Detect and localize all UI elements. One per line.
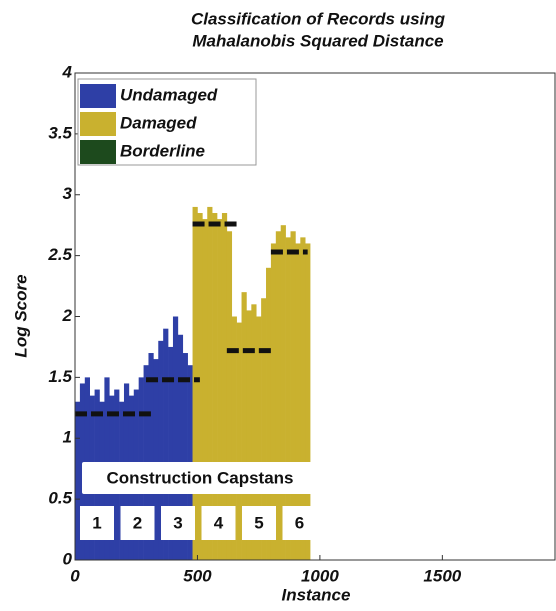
bar: [246, 310, 252, 560]
bar: [75, 401, 81, 560]
bar: [207, 206, 213, 561]
bar: [261, 298, 267, 560]
x-tick-label: 1500: [423, 566, 461, 585]
y-axis-label: Log Score: [11, 274, 30, 357]
capstan-box: [80, 506, 114, 540]
legend-swatch: [80, 140, 116, 164]
capstan-box: [282, 506, 317, 540]
legend-label: Damaged: [120, 113, 197, 132]
y-tick-label: 0: [63, 549, 73, 568]
y-tick-label: 0.5: [48, 489, 72, 508]
legend-swatch: [80, 84, 116, 108]
y-tick-label: 3: [63, 184, 73, 203]
bar: [285, 237, 291, 561]
bar: [172, 316, 179, 560]
bar: [280, 225, 286, 560]
bar: [300, 237, 306, 561]
x-tick-label: 500: [183, 566, 212, 585]
capstan-label: 5: [254, 513, 263, 532]
bar: [192, 206, 198, 561]
chart-subtitle: Mahalanobis Squared Distance: [192, 31, 443, 50]
capstan-annotation: Construction Capstans 1 2 3 4 5 6: [80, 462, 318, 540]
bar: [256, 316, 262, 560]
bar: [158, 340, 164, 560]
bar: [266, 267, 272, 560]
bar: [270, 243, 277, 560]
bar: [241, 292, 247, 560]
bar: [182, 353, 188, 560]
capstan-label: 3: [173, 513, 182, 532]
bar: [251, 304, 257, 560]
bar: [295, 243, 301, 560]
bar: [275, 231, 282, 560]
capstan-label: 6: [295, 513, 304, 532]
legend-label: Borderline: [120, 141, 205, 160]
capstan-label: 2: [133, 513, 142, 532]
bar: [202, 219, 208, 560]
capstan-box: [242, 506, 276, 540]
x-tick-label: 0: [70, 566, 80, 585]
bar: [231, 316, 237, 560]
capstan-box: [120, 506, 155, 540]
legend-swatch: [80, 112, 116, 136]
capstan-label: 4: [214, 513, 224, 532]
bar: [305, 243, 311, 560]
bar: [153, 359, 159, 560]
x-axis-label: Instance: [282, 585, 351, 604]
bar: [177, 334, 184, 560]
capstan-label: 1: [92, 513, 101, 532]
bar: [148, 353, 154, 560]
capstan-box: [161, 506, 195, 540]
capstan-box: [201, 506, 236, 540]
bar: [290, 231, 296, 560]
chart-title: Classification of Records using: [191, 9, 446, 28]
bar: [197, 213, 203, 560]
bar: [168, 346, 174, 560]
y-tick-label: 3.5: [48, 123, 72, 142]
bar: [221, 213, 228, 560]
y-tick-label: 2: [62, 306, 73, 325]
bar: [236, 322, 242, 560]
bar: [212, 213, 218, 560]
annotation-title-box: [82, 462, 318, 494]
bar: [217, 219, 223, 560]
legend-label: Undamaged: [120, 85, 218, 104]
x-tick-label: 1000: [301, 566, 339, 585]
bar: [163, 328, 169, 560]
y-tick-label: 1.5: [48, 367, 72, 386]
bar: [226, 231, 233, 560]
annotation-title: Construction Capstans: [106, 468, 293, 487]
y-tick-label: 4: [62, 62, 73, 81]
y-tick-label: 2.5: [47, 245, 72, 264]
y-tick-label: 1: [63, 428, 72, 447]
